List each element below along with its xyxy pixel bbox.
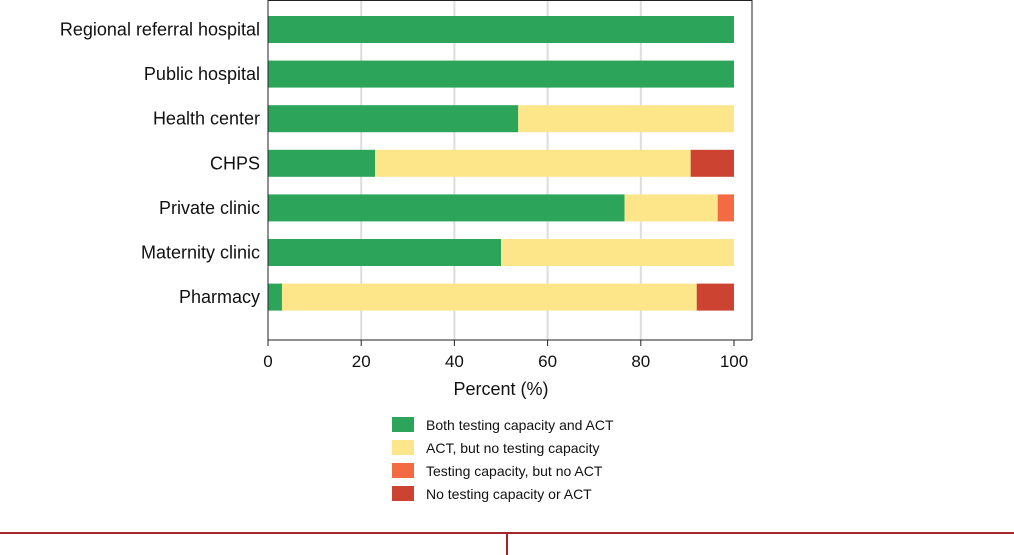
bar-segment bbox=[624, 194, 718, 222]
bar-segment bbox=[696, 283, 734, 311]
legend-swatch bbox=[392, 440, 414, 455]
bar-segment bbox=[268, 283, 282, 311]
x-tick-label: 60 bbox=[538, 352, 557, 371]
x-tick-label: 20 bbox=[352, 352, 371, 371]
x-tick-label: 40 bbox=[445, 352, 464, 371]
legend-label: ACT, but no testing capacity bbox=[426, 439, 600, 456]
bar-segment bbox=[268, 149, 376, 177]
bar-segment bbox=[518, 105, 734, 133]
category-label: Pharmacy bbox=[179, 287, 260, 307]
footer-divider-tick bbox=[506, 532, 508, 555]
legend-swatch bbox=[392, 463, 414, 478]
category-label: CHPS bbox=[210, 153, 260, 173]
bar-segment bbox=[268, 105, 519, 133]
legend: Both testing capacity and ACT ACT, but no… bbox=[392, 413, 614, 505]
legend-item: Both testing capacity and ACT bbox=[392, 413, 614, 436]
bar-segment bbox=[690, 149, 734, 177]
bar-segment bbox=[717, 194, 734, 222]
bar-segment bbox=[375, 149, 691, 177]
category-label: Private clinic bbox=[159, 198, 260, 218]
legend-item: Testing capacity, but no ACT bbox=[392, 459, 614, 482]
category-label: Maternity clinic bbox=[141, 243, 260, 263]
legend-label: No testing capacity or ACT bbox=[426, 485, 592, 502]
bar-segment bbox=[501, 239, 734, 266]
x-axis-title: Percent (%) bbox=[453, 379, 548, 399]
bar-segment bbox=[268, 194, 625, 222]
legend-label: Testing capacity, but no ACT bbox=[426, 462, 603, 479]
legend-swatch bbox=[392, 417, 414, 432]
x-tick-label: 0 bbox=[263, 352, 272, 371]
bar-segment bbox=[268, 60, 734, 88]
category-label: Public hospital bbox=[144, 64, 260, 84]
legend-label: Both testing capacity and ACT bbox=[426, 416, 614, 433]
bar-segment bbox=[268, 239, 501, 266]
bar-segment bbox=[268, 16, 734, 43]
bar-segment bbox=[281, 283, 697, 311]
x-tick-label: 80 bbox=[631, 352, 650, 371]
legend-swatch bbox=[392, 486, 414, 501]
category-label: Health center bbox=[153, 109, 260, 129]
legend-item: ACT, but no testing capacity bbox=[392, 436, 614, 459]
category-label: Regional referral hospital bbox=[60, 20, 260, 40]
x-tick-label: 100 bbox=[720, 352, 748, 371]
legend-item: No testing capacity or ACT bbox=[392, 482, 614, 505]
